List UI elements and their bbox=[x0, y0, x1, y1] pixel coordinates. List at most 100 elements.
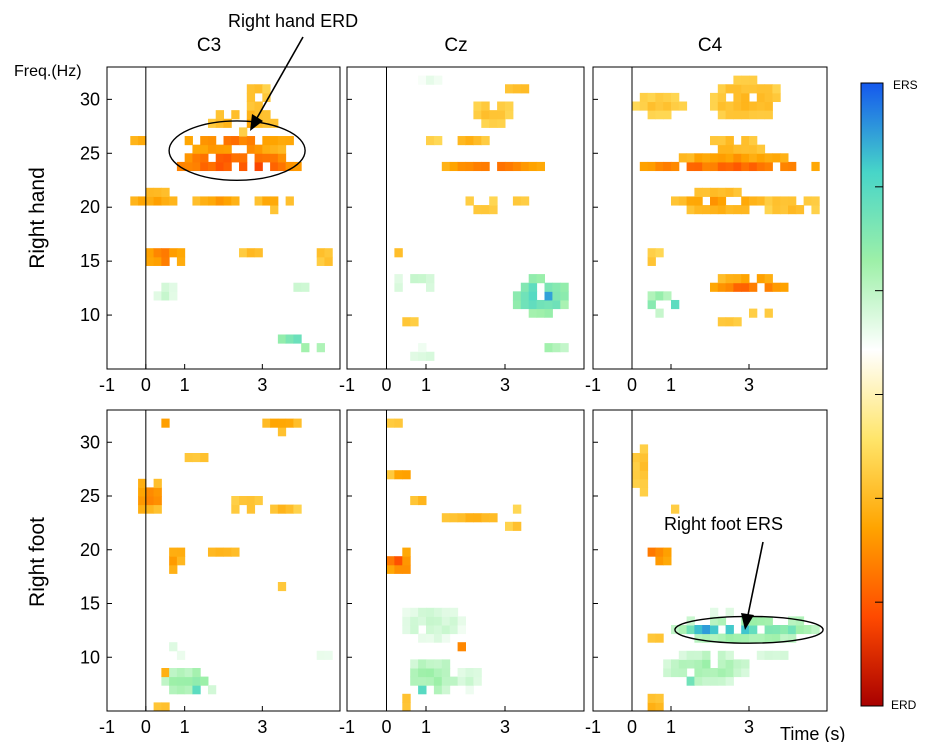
heatmap-cell bbox=[647, 248, 656, 258]
heatmap-cell bbox=[489, 196, 498, 206]
heatmap-cell bbox=[169, 676, 178, 686]
heatmap-cell bbox=[756, 274, 766, 284]
heatmap-cell bbox=[145, 196, 155, 206]
heatmap-cell bbox=[223, 118, 232, 128]
heatmap-cell bbox=[528, 308, 538, 318]
annotation-arrow-right-foot-ers bbox=[747, 541, 764, 616]
heatmap-cell bbox=[145, 248, 155, 258]
heatmap-cell bbox=[678, 153, 688, 163]
heatmap-cell bbox=[655, 161, 664, 172]
heatmap-cell bbox=[402, 702, 411, 712]
heatmap-cell bbox=[246, 144, 256, 154]
heatmap-cell bbox=[223, 196, 232, 206]
heatmap-cell bbox=[717, 650, 727, 660]
heatmap-cell bbox=[497, 118, 506, 128]
panel-right-foot-cz: -1 0 1 3 bbox=[339, 409, 585, 737]
heatmap-cell bbox=[254, 196, 263, 206]
heatmap-cell bbox=[457, 676, 466, 686]
heatmap-cell bbox=[639, 487, 649, 497]
heatmap-cell bbox=[694, 676, 703, 686]
heatmap-cell bbox=[811, 625, 820, 635]
heatmap-cell bbox=[639, 470, 649, 480]
heatmap-cell bbox=[694, 153, 703, 163]
heatmap-cell bbox=[717, 282, 727, 292]
heatmap-cell bbox=[169, 642, 178, 652]
heatmap-cell bbox=[418, 659, 427, 669]
heatmap-cell bbox=[686, 153, 695, 163]
heatmap-cell bbox=[686, 161, 695, 172]
heatmap-cell bbox=[130, 196, 139, 206]
heatmap-cell bbox=[764, 161, 773, 172]
y-tick-label: 10 bbox=[80, 305, 100, 325]
heatmap-cell bbox=[184, 668, 193, 678]
heatmap-cell bbox=[441, 668, 451, 678]
heatmap-cell bbox=[717, 676, 727, 686]
heatmap-cell bbox=[749, 616, 758, 626]
heatmap-cell bbox=[192, 196, 201, 206]
heatmap-cell bbox=[192, 453, 201, 463]
panel-cells bbox=[386, 418, 522, 712]
heatmap-cell bbox=[528, 161, 538, 172]
heatmap-cell bbox=[694, 633, 703, 643]
heatmap-cell bbox=[394, 470, 403, 480]
panel-right-hand-c4: -1 0 1 3 bbox=[585, 66, 828, 395]
heatmap-cell bbox=[473, 101, 482, 111]
heatmap-cell bbox=[710, 92, 719, 103]
x-tick-label: -1 bbox=[585, 717, 601, 737]
heatmap-cell bbox=[277, 418, 287, 428]
heatmap-cell bbox=[207, 144, 217, 154]
heatmap-cell bbox=[632, 478, 641, 488]
heatmap-cell bbox=[725, 317, 734, 327]
heatmap-cell bbox=[512, 291, 522, 301]
annotation-arrow-right-hand-erd bbox=[256, 36, 304, 119]
heatmap-cell bbox=[223, 547, 232, 557]
panel-frame bbox=[106, 66, 341, 370]
heatmap-cell bbox=[481, 513, 490, 523]
heatmap-cell bbox=[694, 668, 703, 678]
heatmap-cell bbox=[161, 668, 170, 678]
heatmap-cell bbox=[655, 101, 664, 111]
x-tick-label: 3 bbox=[744, 717, 754, 737]
heatmap-cell bbox=[277, 504, 287, 514]
heatmap-cell bbox=[394, 418, 403, 428]
heatmap-cell bbox=[788, 616, 797, 626]
heatmap-cell bbox=[749, 136, 758, 146]
heatmap-cell bbox=[733, 274, 742, 284]
heatmap-cell bbox=[544, 299, 553, 310]
heatmap-cell bbox=[441, 161, 451, 172]
y-tick-label: 25 bbox=[80, 486, 100, 506]
annotation-arrowhead-right-foot-ers bbox=[741, 613, 754, 630]
heatmap-cell bbox=[246, 101, 256, 111]
heatmap-cell bbox=[457, 668, 466, 678]
heatmap-cell bbox=[647, 299, 656, 310]
heatmap-cell bbox=[560, 282, 569, 292]
heatmap-cell bbox=[402, 547, 411, 557]
panel-frame bbox=[346, 409, 585, 712]
heatmap-cell bbox=[717, 144, 727, 154]
heatmap-cell bbox=[402, 625, 411, 635]
heatmap-cell bbox=[449, 161, 459, 172]
heatmap-cell bbox=[285, 136, 294, 146]
heatmap-cell bbox=[717, 110, 727, 120]
heatmap-cell bbox=[246, 92, 256, 103]
heatmap-cell bbox=[426, 136, 435, 146]
heatmap-cell bbox=[207, 161, 217, 172]
heatmap-cell bbox=[717, 196, 727, 206]
heatmap-cell bbox=[457, 513, 466, 523]
heatmap-cell bbox=[505, 101, 514, 111]
heatmap-cell bbox=[717, 205, 727, 215]
heatmap-cell bbox=[254, 101, 263, 111]
heatmap-cell bbox=[733, 110, 742, 120]
y-tick-label: 10 bbox=[80, 647, 100, 667]
panel-frame bbox=[346, 66, 585, 370]
heatmap-cell bbox=[138, 196, 147, 206]
heatmap-cell bbox=[764, 274, 773, 284]
heatmap-cell bbox=[717, 668, 727, 678]
heatmap-cell bbox=[655, 308, 664, 318]
heatmap-cell bbox=[671, 196, 680, 206]
heatmap-cell bbox=[426, 668, 435, 678]
heatmap-cell bbox=[473, 513, 482, 523]
heatmap-cell bbox=[717, 659, 727, 669]
heatmap-cell bbox=[262, 196, 271, 206]
heatmap-cell bbox=[639, 453, 649, 463]
